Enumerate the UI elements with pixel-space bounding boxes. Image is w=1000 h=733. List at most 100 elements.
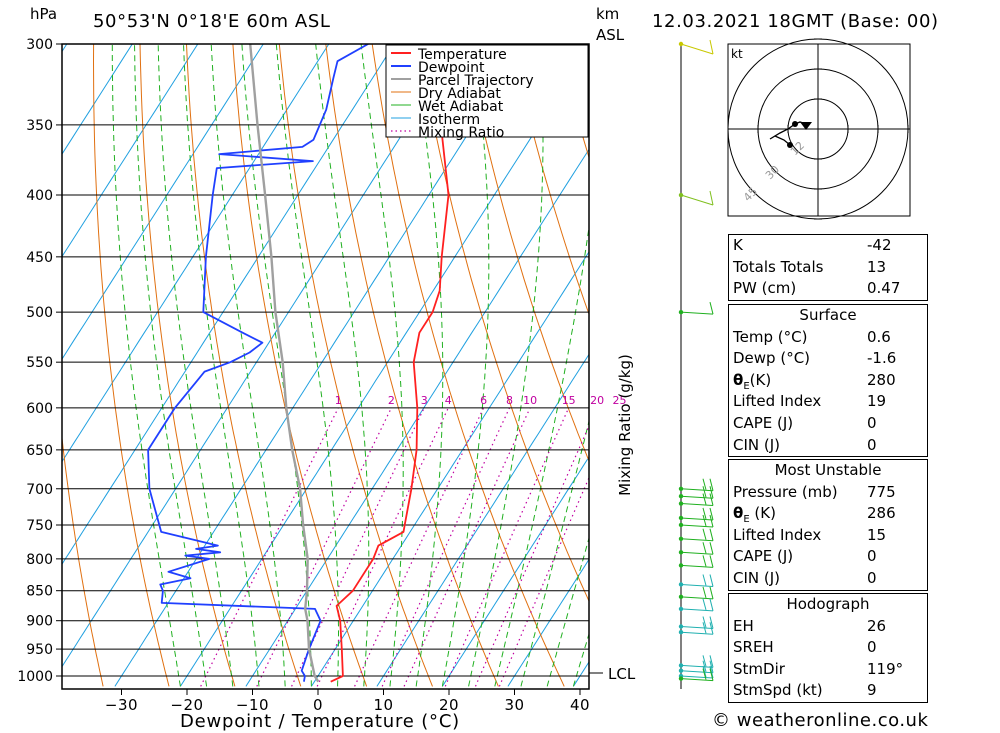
surface-dewp-row: Dewp (°C) -1.6 [729,348,927,370]
mixing-ratio-label: 8 [506,394,513,407]
wind-barb-staff [680,551,714,555]
y-axis-ticks: 300 350 400 450 500 550 600 650 700 750 800 850 900 9… [17,37,62,685]
wet-adiabat-line [182,44,260,687]
y-tick-label: 300 [26,37,53,53]
wind-barb-staff [680,538,714,542]
wind-barb-flag [709,507,714,521]
wind-barb-staff [680,564,714,568]
wet-adiabat-line [468,44,544,687]
totals-totals-row: Totals Totals 13 [729,257,927,279]
dry-adiabat-line [510,44,589,316]
wind-barb-flag [702,574,707,586]
asl-label: ASL [596,26,625,44]
wind-barb-flag [702,655,707,667]
isotherm-line [114,44,526,687]
mu-theta-value: 286 [867,504,896,523]
wet-adiabat-line [111,44,181,687]
wind-barb-dot [678,501,684,506]
y-tick-label: 900 [26,614,53,630]
credit-text[interactable]: © weatheronline.co.uk [712,710,929,731]
surface-cape-value: 0 [867,413,877,432]
eh-value: 26 [867,616,887,635]
sreh-value: 0 [867,638,877,657]
x-tick-label: 30 [504,696,524,714]
wind-barb-flag [709,622,714,635]
surface-cin-value: 0 [867,435,877,454]
isotherm-line [62,44,395,566]
isotherm-line [507,558,589,687]
datetime-title: 12.03.2021 18GMT (Base: 00) [652,11,939,32]
x-tick-label: 10 [373,696,393,714]
wind-barb-flag [709,190,714,206]
dry-adiabat-line [968,26,1000,686]
x-tick-label: −20 [170,696,203,714]
wind-barb-staff [680,631,714,635]
isotherm-line [62,44,264,360]
wind-barb-staff [680,625,714,629]
wind-barb-flag [702,514,707,527]
location-title: 50°53'N 0°18'E 60m ASL [93,11,330,32]
mu-cin-row: CIN (J) 0 [729,568,927,590]
pw-value: 0.47 [867,279,901,298]
mixing-ratio-label: 10 [523,394,537,407]
mu-cin-value: 0 [867,568,877,587]
wet-adiabat-line [157,44,234,687]
surface-temp-value: 0.6 [867,327,891,346]
dry-adiabat-line [185,44,302,687]
mixing-ratio-label: 20 [590,394,604,407]
surface-cin-row: CIN (J) 0 [729,435,927,457]
wind-barb-flag [709,486,714,499]
hodograph-point [792,121,798,127]
isotherm-line [0,26,13,686]
temperature-line [330,44,450,683]
wind-barb-flag [702,665,707,678]
wind-barb-flag [702,586,707,598]
wet-adiabat-line [520,419,589,687]
wind-barb-flag [702,622,707,634]
wind-barb-staff [680,596,714,600]
hpa-label: hPa [30,5,57,23]
k-index-value: -42 [867,236,892,254]
y-tick-label: 550 [26,355,53,371]
lcl-label: LCL [608,665,636,683]
most-unstable-title: Most Unstable [774,461,882,479]
mixing-ratio-line [200,407,339,687]
legend-dewpoint: Dewpoint [418,60,485,76]
y-tick-label: 750 [26,518,53,534]
surface-cape-row: CAPE (J) 0 [729,413,927,435]
wind-barb-flag [709,493,714,506]
wind-barb-staff [680,517,714,521]
wind-barb-flag [709,528,714,541]
dry-adiabat-line [418,44,589,603]
stmdir-value: 119° [867,659,904,678]
km-label: km [596,5,619,23]
wind-barb-flag [709,586,714,599]
eh-row: EH 26 [729,616,927,638]
wind-barb-flag [702,478,707,490]
most-unstable-panel: Most Unstable Pressure (mb) 775 θE (K) 286… [728,459,928,591]
wind-barb-flag [709,598,714,612]
mixing-ratio-label: 6 [480,394,487,407]
y-tick-label: 350 [26,118,53,134]
x-tick-label: 0 [313,696,323,714]
wind-barb-flag [709,660,714,673]
mu-cape-value: 0 [867,547,877,566]
mu-li-row: Lifted Index 15 [729,525,927,547]
surface-temp-row: Temp (°C) 0.6 [729,327,927,349]
dry-adiabat-line [139,44,236,687]
legend-wet-adiabat: Wet Adiabat [418,99,504,115]
dry-adiabat-line [371,44,565,687]
wind-barb-staff [680,678,714,682]
wind-barb-flag [702,542,707,554]
totals-totals-value: 13 [867,257,887,276]
k-index-row: K -42 [729,235,927,257]
mixing-ratio-label: 25 [613,394,627,407]
hodograph: kt 12 30 45 [727,38,911,220]
wind-barb-flag [709,514,714,528]
isotherm-line [310,250,589,687]
dry-adiabat-line [325,44,499,687]
dewpoint-line [147,44,369,682]
pressure-isobars [62,43,589,677]
wind-barb-flag [709,574,714,587]
